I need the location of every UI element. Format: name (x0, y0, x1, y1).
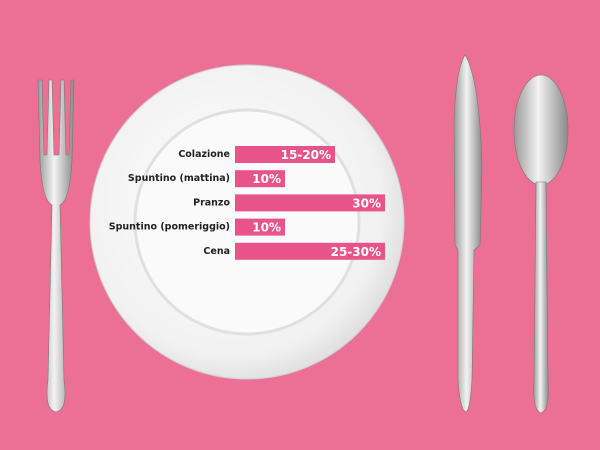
bar-chart: Colazione 15-20% Spuntino (mattina) 10% Pran… (109, 146, 385, 260)
value-label: 25-30% (331, 245, 381, 259)
spoon (513, 74, 569, 414)
knife (453, 54, 483, 413)
category-label: Spuntino (mattina) (128, 173, 230, 184)
value-label: 30% (352, 196, 381, 210)
value-label: 10% (252, 172, 281, 186)
category-label: Spuntino (pomeriggio) (109, 222, 230, 233)
value-label: 10% (252, 221, 281, 235)
bar (235, 242, 385, 260)
value-label: 15-20% (281, 148, 331, 162)
category-label: Cena (203, 246, 230, 257)
bar (235, 218, 285, 236)
category-label: Pranzo (193, 197, 230, 208)
fork (37, 79, 75, 413)
bar (235, 170, 285, 188)
bar (235, 194, 385, 212)
category-label: Colazione (178, 149, 230, 160)
bar (235, 146, 335, 163)
